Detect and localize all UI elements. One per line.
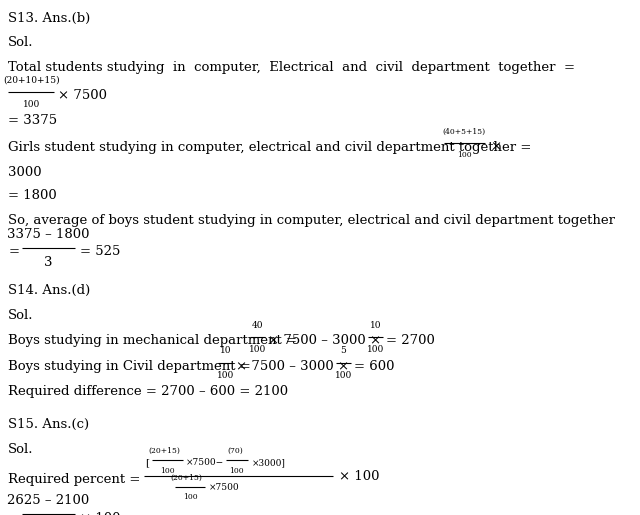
Text: 100: 100 (230, 467, 244, 475)
Text: Total students studying  in  computer,  Electrical  and  civil  department  toge: Total students studying in computer, Ele… (8, 61, 575, 74)
Text: × 100: × 100 (339, 470, 380, 483)
Text: Boys studying in mechanical department =: Boys studying in mechanical department = (8, 334, 298, 348)
Text: 100: 100 (23, 100, 40, 109)
Text: 100: 100 (161, 467, 175, 475)
Text: = 525: = 525 (80, 245, 120, 259)
Text: 10: 10 (370, 321, 381, 330)
Text: =: = (8, 511, 19, 515)
Text: 2625 – 2100: 2625 – 2100 (7, 494, 90, 507)
Text: 100: 100 (217, 371, 234, 380)
Text: [: [ (145, 458, 149, 468)
Text: 100: 100 (457, 151, 472, 160)
Text: 3: 3 (44, 256, 52, 269)
Text: S13. Ans.(b): S13. Ans.(b) (8, 11, 91, 25)
Text: 10: 10 (220, 347, 231, 355)
Text: × 7500: × 7500 (58, 89, 107, 102)
Text: = 600: = 600 (355, 360, 395, 373)
Text: 3375 – 1800: 3375 – 1800 (7, 228, 90, 241)
Text: × 7500 – 3000 ×: × 7500 – 3000 × (236, 360, 349, 373)
Text: = 1800: = 1800 (8, 188, 57, 202)
Text: = 2700: = 2700 (387, 334, 435, 348)
Text: Sol.: Sol. (8, 36, 34, 49)
Text: 5: 5 (340, 347, 346, 355)
Text: (20+15): (20+15) (170, 474, 202, 482)
Text: (40+5+15): (40+5+15) (443, 128, 486, 136)
Text: = 3375: = 3375 (8, 114, 58, 127)
Text: Sol.: Sol. (8, 308, 34, 322)
Text: S15. Ans.(c): S15. Ans.(c) (8, 418, 90, 432)
Text: ×7500−: ×7500− (186, 458, 225, 468)
Text: 100: 100 (183, 493, 197, 502)
Text: × 100: × 100 (80, 511, 120, 515)
Text: Required percent =: Required percent = (8, 473, 141, 486)
Text: =: = (8, 245, 19, 259)
Text: × 7500 – 3000 ×: × 7500 – 3000 × (268, 334, 381, 348)
Text: ×: × (490, 141, 501, 154)
Text: Required difference = 2700 – 600 = 2100: Required difference = 2700 – 600 = 2100 (8, 385, 289, 398)
Text: (20+15): (20+15) (148, 447, 180, 455)
Text: 100: 100 (249, 345, 266, 354)
Text: (20+10+15): (20+10+15) (3, 76, 60, 84)
Text: Sol.: Sol. (8, 443, 34, 456)
Text: ×3000]: ×3000] (252, 458, 285, 468)
Text: S14. Ans.(d): S14. Ans.(d) (8, 284, 91, 297)
Text: So, average of boys student studying in computer, electrical and civil departmen: So, average of boys student studying in … (8, 214, 615, 228)
Text: 100: 100 (335, 371, 352, 380)
Text: 100: 100 (367, 345, 384, 354)
Text: 3000: 3000 (8, 165, 42, 179)
Text: 40: 40 (252, 321, 263, 330)
Text: (70): (70) (227, 447, 243, 455)
Text: Girls student studying in computer, electrical and civil department together =: Girls student studying in computer, elec… (8, 141, 532, 154)
Text: ×7500: ×7500 (209, 483, 239, 492)
Text: Boys studying in Civil department =: Boys studying in Civil department = (8, 360, 251, 373)
